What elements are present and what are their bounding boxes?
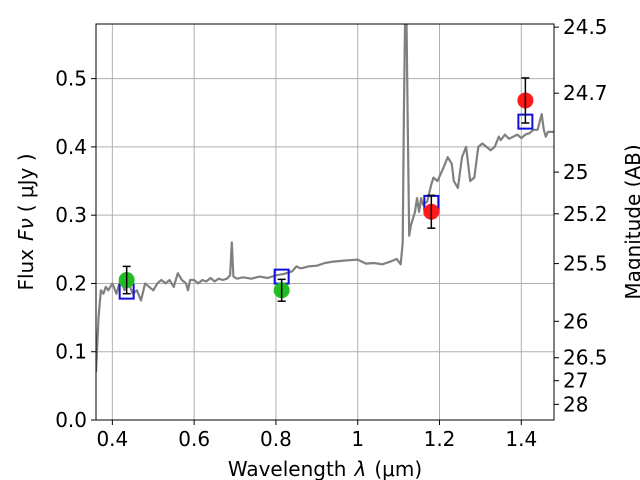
y-tick-label: 0.2 <box>55 271 87 295</box>
y-tick-label: 0.0 <box>55 408 87 432</box>
y2-tick-label: 26.5 <box>563 346 608 370</box>
y2-tick-label: 28 <box>563 392 588 416</box>
y-axis-label: FluxFν( μJy ) <box>14 153 38 290</box>
y2-tick-label: 25 <box>563 160 588 184</box>
x-tick-label: 1.4 <box>505 427 537 451</box>
y-tick-label: 0.4 <box>55 135 87 159</box>
sed-model-line <box>96 24 554 373</box>
y-tick-label: 0.1 <box>55 340 87 364</box>
x-tick-label: 0.6 <box>178 427 210 451</box>
y2-tick-label: 24.5 <box>563 15 608 39</box>
x-tick-label: 0.4 <box>96 427 128 451</box>
y2-tick-label: 25.2 <box>563 202 608 226</box>
grid <box>96 24 554 421</box>
axes-ticks: 0.4 0.6 0.8 1 1.2 1.4 0.0 0.1 0.2 0.3 0.4 0.5 24.5 24… <box>55 15 607 451</box>
y-tick-label: 0.3 <box>55 203 87 227</box>
plot-area <box>96 24 554 373</box>
plot-frame <box>95 23 555 421</box>
y2-axis-label: Magnitude (AB) <box>621 144 640 299</box>
x-axis-label: Wavelength λ (μm) <box>228 457 422 480</box>
y2-tick-label: 26 <box>563 309 588 333</box>
x-tick-label: 1.2 <box>424 427 456 451</box>
y2-tick-label: 27 <box>563 369 588 393</box>
y2-tick-label: 24.7 <box>563 81 608 105</box>
x-tick-label: 1 <box>351 427 364 451</box>
y2-tick-label: 25.5 <box>563 252 608 276</box>
x-tick-label: 0.8 <box>260 427 292 451</box>
y-tick-label: 0.5 <box>55 67 87 91</box>
